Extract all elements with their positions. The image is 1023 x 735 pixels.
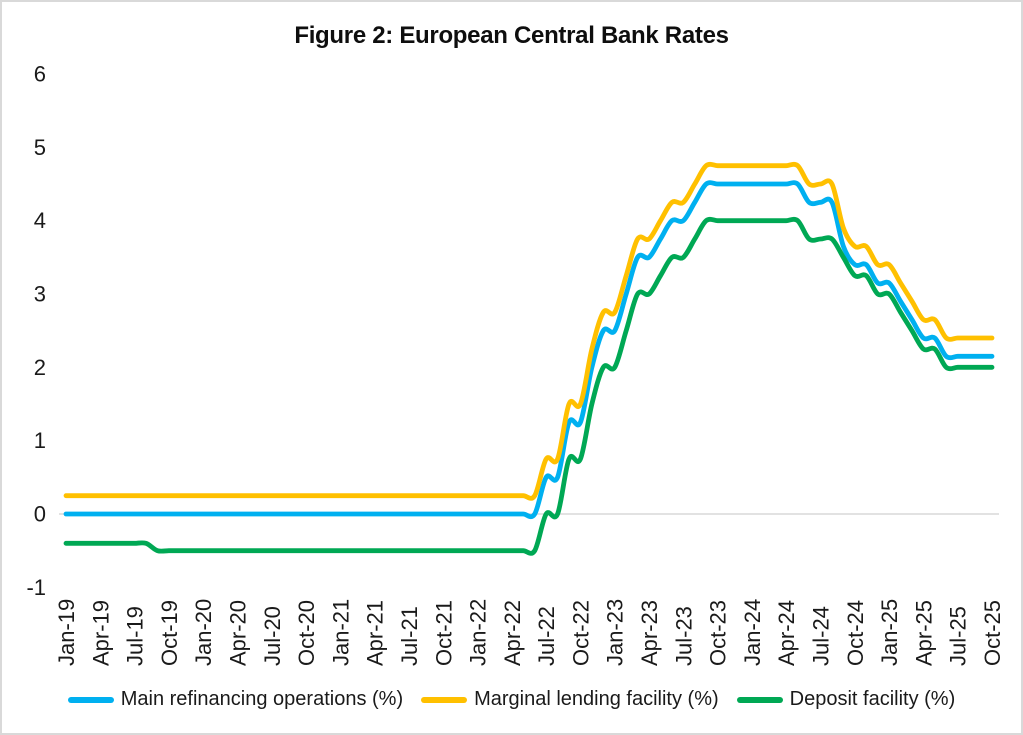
series-line-df xyxy=(63,216,995,556)
legend-label-mlf: Marginal lending facility (%) xyxy=(474,688,719,710)
x-axis-tick-label: Jan-22 xyxy=(466,599,491,666)
x-axis-tick-label: Oct-23 xyxy=(706,600,731,666)
x-axis-tick-label: Jul-21 xyxy=(397,606,422,666)
x-axis-tick-label: Apr-23 xyxy=(637,600,662,666)
y-axis-tick-label: 0 xyxy=(34,502,46,527)
x-axis-tick-label: Jul-19 xyxy=(123,606,148,666)
series-line-mlf xyxy=(63,161,995,501)
chart-title: Figure 2: European Central Bank Rates xyxy=(294,22,729,49)
legend-item-df: Deposit facility (%) xyxy=(736,688,956,711)
legend-swatch-mlf xyxy=(421,696,468,703)
x-axis-tick-label: Apr-24 xyxy=(774,600,799,666)
x-axis-tick-label: Jan-24 xyxy=(740,599,765,666)
legend-label-df: Deposit facility (%) xyxy=(789,688,956,710)
legend-swatch-df xyxy=(736,696,783,703)
x-axis-tick-label: Jul-24 xyxy=(809,606,834,666)
y-axis-tick-label: 5 xyxy=(34,135,46,160)
x-axis-tick-label: Apr-25 xyxy=(911,600,936,666)
x-axis-tick-label: Jan-20 xyxy=(191,599,216,666)
x-axis-tick-label: Jul-25 xyxy=(946,606,971,666)
x-axis-tick-label: Apr-20 xyxy=(225,600,250,666)
x-axis-tick-label: Oct-20 xyxy=(294,600,319,666)
x-axis-tick-label: Jul-20 xyxy=(260,606,285,666)
plot-area: 6 5 4 3 2 1 0 -1 Jan-19 Apr-19 Jul-19 Oct-19 Jan-20 A… xyxy=(26,62,1005,667)
legend-item-mlf: Marginal lending facility (%) xyxy=(421,688,719,711)
y-axis-tick-label: 3 xyxy=(34,282,46,307)
y-axis-tick-label: -1 xyxy=(26,575,46,600)
y-axis-tick-label: 1 xyxy=(34,428,46,453)
x-axis-tick-label: Jan-21 xyxy=(328,599,353,666)
y-axis-tick-label: 4 xyxy=(34,208,46,233)
x-axis-tick-label: Oct-22 xyxy=(568,600,593,666)
x-axis-tick-label: Apr-19 xyxy=(88,600,113,666)
x-axis-tick-label: Jan-23 xyxy=(603,599,628,666)
legend-item-mro: Main refinancing operations (%) xyxy=(67,688,404,711)
legend-swatch-mro xyxy=(67,696,114,703)
legend-label-mro: Main refinancing operations (%) xyxy=(120,688,404,710)
x-axis-tick-label: Jul-22 xyxy=(534,606,559,666)
y-axis-tick-label: 2 xyxy=(34,355,46,380)
legend: Main refinancing operations (%) Marginal … xyxy=(2,688,1021,711)
x-axis-tick-label: Apr-22 xyxy=(500,600,525,666)
x-axis-tick-label: Jul-23 xyxy=(671,606,696,666)
y-axis-tick-label: 6 xyxy=(34,62,46,87)
x-axis-tick-label: Oct-21 xyxy=(431,600,456,666)
series-line-mro xyxy=(63,180,995,520)
x-axis-tick-label: Oct-25 xyxy=(980,600,1005,666)
x-axis-tick-label: Oct-19 xyxy=(157,600,182,666)
x-axis-tick-label: Oct-24 xyxy=(843,600,868,666)
x-axis-tick-label: Jan-19 xyxy=(54,599,79,666)
x-axis-tick-label: Jan-25 xyxy=(877,599,902,666)
x-axis-tick-label: Apr-21 xyxy=(363,600,388,666)
